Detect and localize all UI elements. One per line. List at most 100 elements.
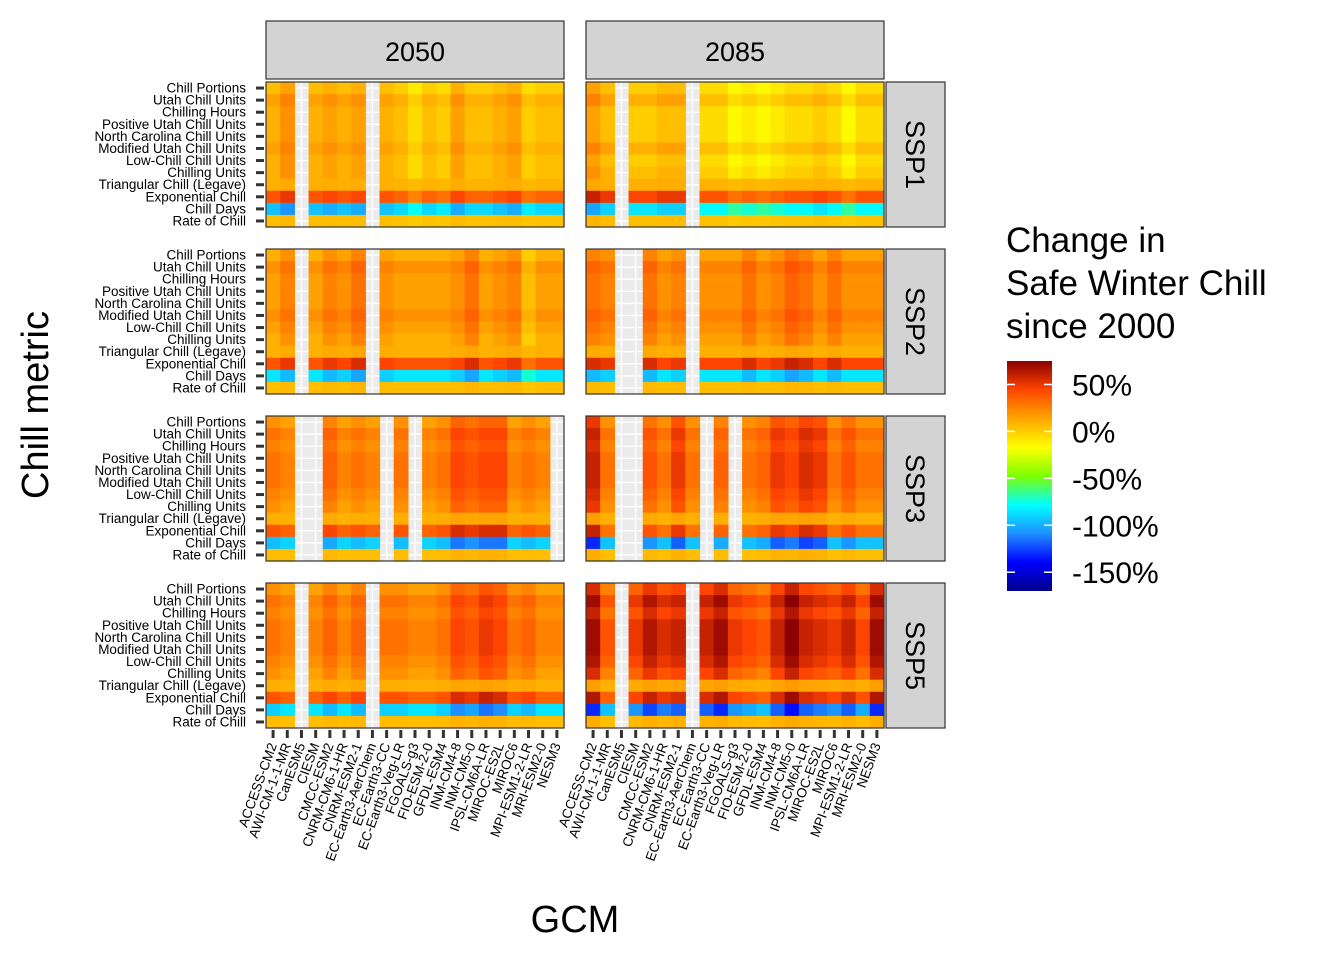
heatmap-cell [841, 643, 857, 657]
heatmap-cell [742, 607, 757, 620]
heatmap-cell [699, 715, 715, 729]
heatmap-cell [656, 607, 672, 620]
heatmap-cell [549, 583, 565, 596]
heatmap-cell [336, 416, 352, 429]
heatmap-cell [450, 488, 466, 502]
heatmap-cell [671, 500, 686, 514]
heatmap-cell [656, 619, 672, 632]
heatmap-cell [586, 488, 601, 502]
heatmap-cell [450, 667, 466, 681]
heatmap-cell [727, 106, 743, 119]
heatmap-cell [671, 703, 686, 717]
heatmap-cell [478, 655, 494, 669]
heatmap-cell [266, 261, 281, 274]
heatmap-cell [308, 333, 324, 347]
heatmap-cell [713, 643, 729, 657]
heatmap-cell [507, 333, 523, 347]
heatmap-cell [521, 691, 537, 705]
heatmap-cell [841, 452, 857, 465]
heatmap-cell [379, 691, 395, 705]
facet-strip-ssp5 [885, 582, 946, 729]
heatmap-cell [336, 583, 352, 596]
heatmap-cell [422, 655, 437, 669]
heatmap-cell [493, 428, 508, 441]
heatmap-cell [869, 202, 885, 216]
heatmap-cell [393, 464, 409, 478]
heatmap-cell [493, 82, 508, 95]
heatmap-cell [699, 667, 715, 681]
heatmap-cell [407, 154, 423, 168]
heatmap-cell [770, 452, 786, 465]
heatmap-cell [699, 369, 715, 383]
heatmap-cell [727, 381, 743, 395]
heatmap-cell [336, 595, 352, 608]
heatmap-cell [656, 214, 672, 228]
heatmap-cell [351, 548, 366, 562]
heatmap-cell [600, 345, 615, 359]
heatmap-cell [642, 536, 658, 550]
heatmap-cell [713, 154, 729, 168]
heatmap-cell [742, 369, 757, 383]
heatmap-cell [436, 261, 452, 274]
heatmap-cell [770, 261, 786, 274]
heatmap-cell [642, 82, 658, 95]
heatmap-cell [742, 703, 757, 717]
heatmap-cell [600, 440, 615, 453]
heatmap-cell [671, 190, 686, 204]
heatmap-cell [798, 488, 814, 502]
heatmap-cell [628, 691, 644, 705]
heatmap-cell [336, 536, 352, 550]
heatmap-cell [493, 357, 508, 371]
heatmap-cell [351, 715, 366, 729]
heatmap-cell [266, 643, 281, 657]
heatmap-cell [549, 273, 565, 286]
heatmap-cell [784, 607, 800, 620]
heatmap-cell [713, 130, 729, 144]
heatmap-cell [422, 428, 437, 441]
heatmap-cell [322, 166, 338, 180]
heatmap-cell [756, 607, 772, 620]
heatmap-cell [478, 476, 494, 490]
heatmap-cell [280, 595, 295, 608]
heatmap-cell [600, 273, 615, 286]
heatmap-cell [351, 631, 366, 645]
heatmap-cell [379, 643, 395, 657]
heatmap-cell [841, 249, 857, 262]
heatmap-cell [784, 94, 800, 107]
heatmap-cell [450, 142, 466, 156]
heatmap-cell [308, 643, 324, 657]
heatmap-cell [827, 94, 843, 107]
heatmap-cell [507, 202, 523, 216]
heatmap-cell [507, 452, 523, 465]
heatmap-cell [280, 536, 295, 550]
heatmap-cell [813, 309, 828, 323]
heatmap-cell [784, 214, 800, 228]
heatmap-cell [784, 321, 800, 335]
heatmap-cell [422, 631, 437, 645]
heatmap-cell [464, 345, 480, 359]
heatmap-cell [713, 333, 729, 347]
heatmap-cell [756, 381, 772, 395]
heatmap-cell [827, 679, 843, 693]
heatmap-cell [642, 440, 658, 453]
heatmap-cell [521, 273, 537, 286]
heatmap-cell [464, 524, 480, 538]
heatmap-cell [535, 82, 551, 95]
heatmap-cell [422, 309, 437, 323]
heatmap-cell [336, 118, 352, 131]
heatmap-cell [507, 488, 523, 502]
heatmap-cell [671, 345, 686, 359]
heatmap-cell [266, 309, 281, 323]
heatmap-cell [841, 345, 857, 359]
heatmap-cell [770, 631, 786, 645]
heatmap-cell [521, 94, 537, 107]
heatmap-cell [308, 309, 324, 323]
y-tick-label: Modified Utah Chill Units [98, 141, 246, 156]
heatmap-cell [507, 297, 523, 311]
heatmap-cell [742, 142, 757, 156]
panel-2085-ssp5 [585, 582, 885, 729]
heatmap-cell [742, 452, 757, 465]
heatmap-cell [266, 619, 281, 632]
heatmap-cell [784, 345, 800, 359]
heatmap-cell [600, 142, 615, 156]
